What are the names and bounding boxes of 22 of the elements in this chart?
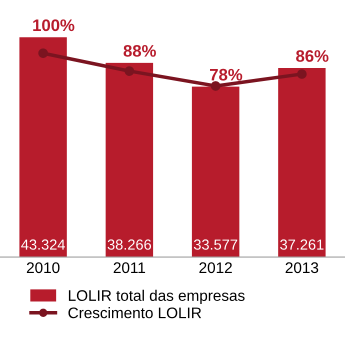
x-tick-label: 2011: [114, 262, 146, 274]
x-tick-label: 2012: [199, 262, 232, 274]
bar: [106, 62, 154, 258]
bar: [278, 68, 326, 258]
point: [38, 48, 48, 58]
data-label: 88%: [124, 44, 156, 57]
bar: [19, 37, 67, 258]
legend-label: LOLIR total das empresas: [68, 290, 245, 304]
bar: [192, 86, 240, 258]
data-label: 38.266: [108, 239, 152, 250]
legend-label: Crescimento LOLIR: [68, 307, 202, 318]
data-label: 43.324: [21, 239, 66, 250]
point: [297, 69, 307, 79]
point: [124, 66, 134, 76]
data-label: 37.261: [280, 239, 324, 250]
x-tick-label: 2010: [26, 262, 60, 274]
data-label: 100%: [33, 19, 74, 32]
point: [210, 81, 220, 91]
x-tick-label: 2013: [286, 262, 318, 274]
data-label: 86%: [296, 50, 328, 62]
data-label: 78%: [210, 68, 242, 81]
data-label: 33.577: [194, 239, 238, 250]
